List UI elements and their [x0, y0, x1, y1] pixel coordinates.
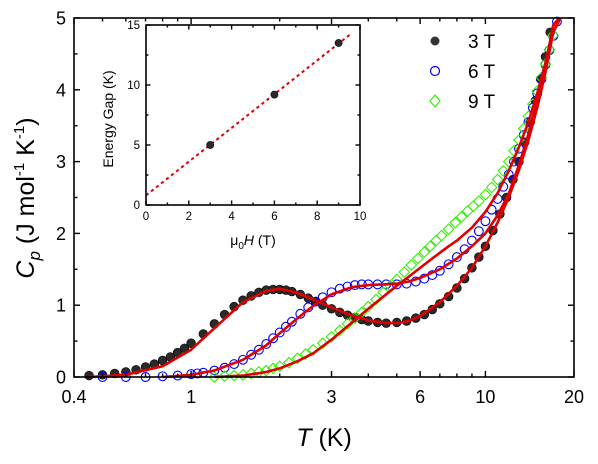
data-point-9t — [307, 343, 320, 356]
data-point-9t — [208, 371, 221, 383]
inset-data-point — [206, 141, 215, 149]
x-tick-label: 0.4 — [61, 387, 86, 407]
inset-fit-line — [145, 32, 353, 197]
data-point-9t — [282, 356, 295, 369]
inset-plot: 0 2 4 6 8 10 0 5 10 15 Energy Gap (K) μ0H (T) — [100, 20, 366, 252]
x-tick-label: 1 — [186, 387, 196, 407]
legend: 3 T 6 T 9 T — [429, 32, 496, 113]
data-point-9t — [405, 259, 418, 271]
inset-x-tick-label: 0 — [143, 211, 149, 223]
data-point-9t — [467, 200, 480, 213]
fit-curve-s6 — [162, 17, 561, 379]
data-point-9t — [370, 293, 383, 306]
legend-marker-3t — [430, 36, 440, 46]
data-point-6t — [261, 339, 272, 349]
inset-data-point — [270, 90, 279, 99]
x-tick-label: 20 — [564, 387, 584, 407]
inset-x-tick-label: 6 — [271, 211, 277, 223]
legend-label-9t: 9 T — [468, 92, 496, 113]
inset-y-tick-label: 15 — [127, 20, 140, 32]
data-point-3t — [186, 338, 196, 348]
inset-x-axis-title: μ0H (T) — [230, 232, 276, 252]
data-point-9t — [291, 352, 304, 365]
data-point-9t — [218, 370, 231, 383]
data-point-6t — [480, 216, 491, 227]
inset-y-tick-label: 0 — [134, 200, 140, 212]
inset-x-tick-label: 2 — [186, 211, 192, 223]
data-point-6t — [246, 349, 257, 360]
y-tick-label: 0 — [56, 368, 66, 388]
inset-x-tick-label: 4 — [228, 211, 235, 223]
inset-y-tick-label: 10 — [127, 80, 140, 92]
data-point-9t — [267, 362, 280, 375]
data-point-9t — [260, 364, 273, 377]
data-point-6t — [451, 252, 462, 263]
fit-curve-s9 — [214, 28, 555, 379]
x-tick-label: 3 — [327, 387, 337, 407]
legend-label-3t: 3 T — [468, 32, 496, 53]
data-point-9t — [455, 210, 468, 223]
inset-axis-ticks: 0 2 4 6 8 10 0 5 10 15 — [127, 20, 366, 223]
inset-x-tick-label: 10 — [354, 211, 367, 223]
legend-entry-6t: 6 T — [429, 62, 496, 83]
x-tick-label: 6 — [415, 387, 425, 407]
y-tick-label: 2 — [56, 224, 66, 244]
fit-curve-s3 — [89, 17, 562, 379]
data-point-9t — [424, 240, 437, 253]
legend-entry-9t: 9 T — [429, 92, 496, 113]
data-point-9t — [497, 164, 510, 177]
data-point-6t — [274, 327, 285, 338]
inset-y-axis-title: Energy Gap (K) — [100, 70, 116, 167]
y-tick-label: 1 — [56, 296, 66, 316]
legend-marker-6t — [429, 65, 441, 77]
data-point-9t — [411, 252, 424, 265]
legend-label-6t: 6 T — [468, 62, 496, 83]
data-point-9t — [442, 223, 455, 236]
data-point-9t — [228, 369, 241, 382]
data-point-9t — [485, 181, 498, 194]
data-point-9t — [449, 216, 462, 229]
data-point-9t — [435, 229, 448, 242]
data-point-9t — [430, 234, 443, 247]
data-point-9t — [472, 195, 485, 208]
x-tick-label: 10 — [475, 387, 495, 407]
data-point-6t — [268, 333, 279, 344]
data-point-6t — [286, 316, 297, 327]
data-point-9t — [316, 337, 329, 350]
data-point-6t — [237, 354, 248, 365]
legend-marker-9t — [429, 94, 441, 108]
inset-data-point — [334, 39, 343, 47]
data-point-9t — [398, 266, 411, 279]
data-point-9t — [491, 173, 504, 186]
inset-data-layer — [145, 32, 353, 197]
data-point-6t — [280, 321, 291, 332]
data-point-6t — [253, 344, 264, 355]
data-point-9t — [547, 29, 560, 42]
data-point-3t — [452, 283, 462, 293]
legend-entry-3t: 3 T — [430, 32, 496, 53]
y-axis-title: Cp (J mol-1 K-1) — [11, 117, 44, 278]
inset-y-tick-label: 5 — [134, 140, 140, 152]
inset-x-tick-label: 8 — [314, 211, 320, 223]
x-axis-title: T (K) — [296, 424, 352, 452]
data-point-9t — [479, 188, 492, 201]
data-point-6t — [443, 259, 454, 270]
y-tick-label: 5 — [56, 9, 66, 29]
data-point-6t — [473, 226, 484, 237]
y-tick-label: 4 — [56, 80, 66, 100]
data-point-9t — [273, 360, 286, 373]
main-data-layer — [84, 16, 562, 383]
data-point-9t — [299, 348, 312, 361]
data-point-9t — [418, 246, 431, 259]
y-tick-label: 3 — [56, 152, 66, 172]
